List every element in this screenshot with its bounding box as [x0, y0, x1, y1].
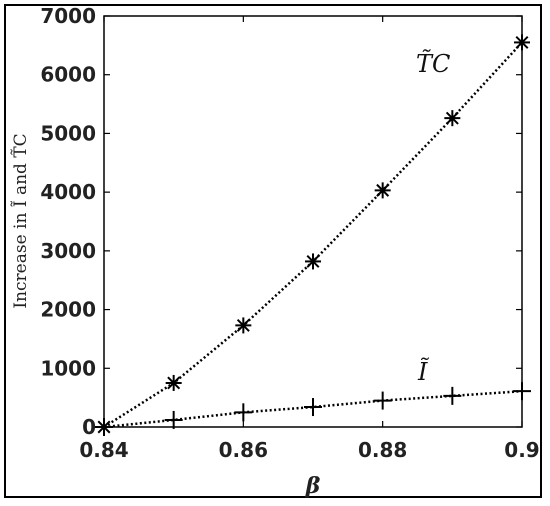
marker-stroke: [236, 318, 250, 332]
axis-labels: β Increase in Ĩ and T̃C: [10, 133, 321, 499]
plus-marker: [373, 391, 392, 410]
x-axis-label: β: [305, 473, 321, 499]
series-label-tc: T̃C: [416, 50, 450, 78]
asterisk-marker: [514, 34, 530, 51]
series-markers: [95, 34, 531, 436]
y-tick-label: 2000: [40, 298, 96, 322]
series-label-i: Ĩ: [417, 357, 430, 386]
y-tick-label: 1000: [40, 356, 96, 380]
marker-stroke: [515, 35, 529, 49]
plus-marker: [234, 403, 253, 422]
y-tick-label: 7000: [40, 4, 96, 28]
asterisk-marker: [305, 253, 321, 270]
asterisk-marker: [374, 182, 391, 199]
x-tick-label: 0.9: [504, 438, 539, 462]
plus-marker: [304, 398, 322, 417]
y-tick-label: 6000: [40, 63, 96, 87]
asterisk-marker: [235, 317, 252, 334]
y-tick-label: 3000: [40, 239, 96, 263]
x-tick-label: 0.88: [358, 438, 407, 462]
marker-stroke: [167, 376, 181, 390]
asterisk-marker: [165, 374, 182, 391]
x-tick-label: 0.86: [219, 438, 268, 462]
series-lines: [103, 41, 523, 429]
plot-area: [103, 15, 523, 428]
plus-marker: [443, 386, 462, 405]
y-tick-label: 5000: [40, 121, 96, 145]
plus-marker: [95, 418, 113, 436]
series-line-0: [103, 41, 523, 429]
y-tick-label: 4000: [40, 180, 96, 204]
y-axis-label: Increase in Ĩ and T̃C: [10, 133, 31, 308]
marker-stroke: [306, 254, 320, 268]
series-annotations: T̃C Ĩ: [416, 50, 450, 386]
figure-frame: [4, 4, 542, 498]
plus-marker: [164, 410, 183, 429]
marker-stroke: [376, 183, 390, 197]
axis-ticks: 0.84 0.86 0.88 0.9 0 1000 2000 3000 4000 5000 6000…: [40, 4, 539, 462]
plus-marker: [513, 382, 531, 401]
x-tick-label: 0.84: [79, 438, 128, 462]
asterisk-marker: [444, 110, 461, 127]
y-tick-label: 0: [82, 415, 96, 439]
marker-stroke: [445, 111, 459, 125]
